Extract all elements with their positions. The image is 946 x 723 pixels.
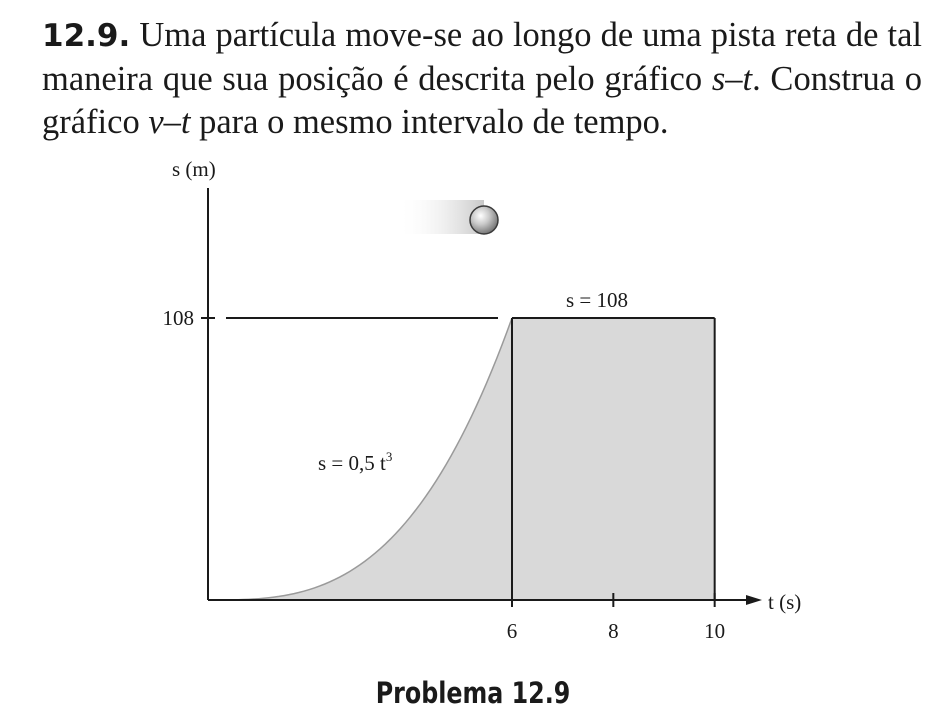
figure-caption: Problema 12.9 (375, 676, 571, 710)
curve-label-exponent: 3 (386, 449, 393, 464)
problem-number: 12.9. (42, 18, 131, 54)
x-axis-label: t (s) (768, 590, 801, 614)
x-tick-label-8: 8 (608, 619, 619, 643)
y-axis-label: s (m) (172, 157, 216, 181)
tick-labels: 6 8 10 108 (163, 306, 726, 643)
tick-marks (201, 317, 716, 607)
area-under-cubic-curve (208, 318, 512, 600)
problem-text-part-2: . Construa o gráfico (42, 60, 922, 141)
particle-ball-icon (469, 205, 499, 235)
x-tick-label-6: 6 (507, 619, 518, 643)
problem-text-part-1: Uma partícula move-se ao longo de uma pi… (42, 16, 922, 98)
flat-segment-label: s = 108 (566, 288, 628, 312)
problem-text-part-3: para o mesmo intervalo de tempo. (190, 103, 669, 141)
area-under-constant-segment (512, 318, 715, 600)
curve-label: s = 0,5 t3 (318, 449, 392, 475)
problem-statement: 12.9. Uma partícula move-se ao longo de … (42, 14, 922, 144)
y-tick-label-108: 108 (163, 306, 195, 330)
graph-name-vt: v–t (148, 103, 191, 141)
x-axis-arrow-icon (746, 595, 762, 605)
curve-label-text: s = 0,5 t (318, 451, 386, 475)
graph-name-st: s–t (711, 60, 753, 98)
series-line-cubic (208, 317, 513, 601)
x-tick-label-10: 10 (704, 619, 725, 643)
